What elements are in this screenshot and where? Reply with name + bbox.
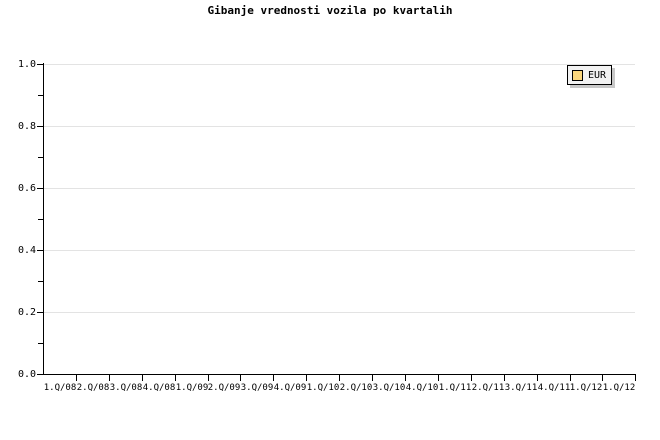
x-tick [142, 375, 143, 381]
gridline-0.4 [43, 250, 635, 251]
x-axis-label: 1.Q/08 [43, 383, 77, 393]
y-tick-major-1.0 [37, 64, 43, 65]
y-axis-label: 0.2 [17, 307, 36, 318]
gridline-0.6 [43, 188, 635, 189]
y-axis-label: 0.0 [17, 369, 36, 380]
y-axis-line [43, 63, 44, 375]
x-tick [537, 375, 538, 381]
x-tick [471, 375, 472, 381]
x-axis-label: 3.Q/09 [240, 383, 274, 393]
x-axis-label: 2.Q/11 [471, 383, 505, 393]
y-tick-minor-0.3 [38, 281, 43, 282]
x-tick [273, 375, 274, 381]
y-tick-minor-0.5 [38, 219, 43, 220]
x-axis-label: 4.Q/10 [405, 383, 439, 393]
y-axis-label: 1.0 [17, 59, 36, 70]
chart-title: Gibanje vrednosti vozila po kvartalih [207, 4, 453, 17]
x-tick [635, 375, 636, 381]
plot-area [43, 64, 635, 374]
x-axis-label: 1.Q/12 [569, 383, 603, 393]
y-axis-label: 0.4 [17, 245, 36, 256]
x-tick [175, 375, 176, 381]
x-axis-label: 4.Q/11 [537, 383, 571, 393]
x-axis-label: 4.Q/09 [273, 383, 307, 393]
x-axis-label: 1.Q/09 [175, 383, 209, 393]
chart-legend[interactable]: EUR [567, 65, 613, 85]
x-axis-label: 1.Q/12 [602, 383, 636, 393]
x-tick [109, 375, 110, 381]
x-axis-label: 3.Q/08 [109, 383, 143, 393]
x-tick [76, 375, 77, 381]
y-tick-major-0.0 [37, 374, 43, 375]
x-tick [306, 375, 307, 381]
y-tick-major-0.2 [37, 312, 43, 313]
gridline-1.0 [43, 64, 635, 65]
x-axis-label: 3.Q/11 [504, 383, 538, 393]
y-tick-minor-0.7 [38, 157, 43, 158]
x-axis-line [43, 374, 636, 375]
x-axis-label: 4.Q/08 [142, 383, 176, 393]
x-tick [240, 375, 241, 381]
gridline-0.8 [43, 126, 635, 127]
y-tick-major-0.8 [37, 126, 43, 127]
gridline-0.2 [43, 312, 635, 313]
y-tick-major-0.6 [37, 188, 43, 189]
x-axis-label: 2.Q/09 [207, 383, 241, 393]
x-tick [339, 375, 340, 381]
x-axis-label: 2.Q/10 [339, 383, 373, 393]
y-tick-minor-0.1 [38, 343, 43, 344]
y-tick-major-0.4 [37, 250, 43, 251]
y-tick-minor-0.9 [38, 95, 43, 96]
x-tick [602, 375, 603, 381]
legend-item-label: EUR [588, 69, 607, 81]
x-tick [405, 375, 406, 381]
x-axis-label: 1.Q/10 [306, 383, 340, 393]
x-tick [372, 375, 373, 381]
x-tick [438, 375, 439, 381]
y-axis-label: 0.6 [17, 183, 36, 194]
x-tick [208, 375, 209, 381]
x-tick [570, 375, 571, 381]
legend-swatch-icon [572, 69, 583, 81]
x-tick [504, 375, 505, 381]
x-axis-label: 3.Q/10 [372, 383, 406, 393]
x-axis-label: 2.Q/08 [76, 383, 110, 393]
y-axis-label: 0.8 [17, 121, 36, 132]
y-axis-labels: 1.0 0.8 0.6 0.4 0.2 0.0 [0, 0, 36, 440]
x-axis-label: 1.Q/11 [438, 383, 472, 393]
